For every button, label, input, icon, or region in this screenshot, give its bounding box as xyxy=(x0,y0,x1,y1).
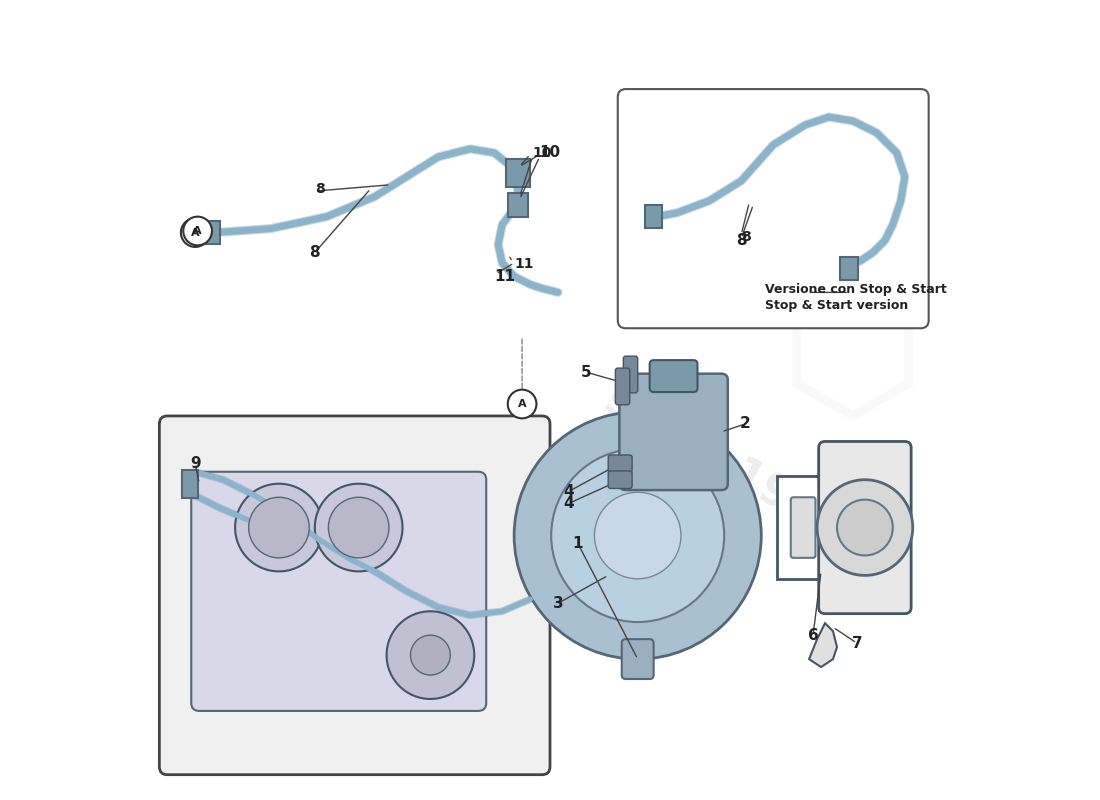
Text: A: A xyxy=(518,399,527,409)
Text: 11: 11 xyxy=(494,269,515,284)
Text: 2: 2 xyxy=(740,417,750,431)
FancyBboxPatch shape xyxy=(615,368,629,405)
Circle shape xyxy=(551,449,724,622)
Text: 4: 4 xyxy=(563,496,573,511)
Text: 3: 3 xyxy=(552,596,563,610)
FancyBboxPatch shape xyxy=(791,498,815,558)
Text: 5: 5 xyxy=(581,365,591,379)
Text: 8: 8 xyxy=(741,230,751,243)
Circle shape xyxy=(410,635,450,675)
FancyBboxPatch shape xyxy=(202,222,220,244)
Text: Versione con Stop & Start: Versione con Stop & Start xyxy=(766,283,947,297)
Text: 9: 9 xyxy=(190,456,200,471)
FancyBboxPatch shape xyxy=(645,206,662,228)
FancyBboxPatch shape xyxy=(619,374,728,490)
FancyBboxPatch shape xyxy=(840,258,858,280)
Text: 8: 8 xyxy=(736,233,747,248)
Circle shape xyxy=(594,492,681,578)
Circle shape xyxy=(837,500,893,555)
Text: 8: 8 xyxy=(315,182,324,196)
Text: Stop & Start version: Stop & Start version xyxy=(766,299,909,313)
Text: since 1985: since 1985 xyxy=(598,378,853,550)
Circle shape xyxy=(235,484,322,571)
FancyBboxPatch shape xyxy=(621,639,653,679)
Circle shape xyxy=(315,484,403,571)
Circle shape xyxy=(386,611,474,699)
Circle shape xyxy=(249,498,309,558)
FancyBboxPatch shape xyxy=(650,360,697,392)
Text: A: A xyxy=(194,226,202,236)
FancyBboxPatch shape xyxy=(618,89,928,328)
FancyBboxPatch shape xyxy=(160,416,550,774)
Text: 4: 4 xyxy=(563,484,573,499)
Text: 11: 11 xyxy=(514,258,534,271)
FancyBboxPatch shape xyxy=(624,356,638,393)
Text: A: A xyxy=(191,227,199,238)
FancyBboxPatch shape xyxy=(778,476,829,579)
Circle shape xyxy=(508,390,537,418)
Text: 1: 1 xyxy=(573,536,583,551)
FancyBboxPatch shape xyxy=(508,193,528,217)
FancyBboxPatch shape xyxy=(818,442,911,614)
Circle shape xyxy=(184,217,212,246)
Text: 10: 10 xyxy=(540,146,561,160)
Text: 8: 8 xyxy=(309,245,320,260)
FancyBboxPatch shape xyxy=(182,470,198,498)
FancyBboxPatch shape xyxy=(191,472,486,711)
Polygon shape xyxy=(810,623,837,667)
Circle shape xyxy=(180,218,210,247)
Text: 6: 6 xyxy=(807,628,818,642)
FancyBboxPatch shape xyxy=(608,455,632,473)
Circle shape xyxy=(514,412,761,659)
Circle shape xyxy=(329,498,389,558)
FancyBboxPatch shape xyxy=(608,471,632,489)
Text: 10: 10 xyxy=(532,146,552,160)
Circle shape xyxy=(817,480,913,575)
Text: ⬡: ⬡ xyxy=(780,278,926,442)
FancyBboxPatch shape xyxy=(506,159,530,186)
Text: 7: 7 xyxy=(851,636,862,650)
